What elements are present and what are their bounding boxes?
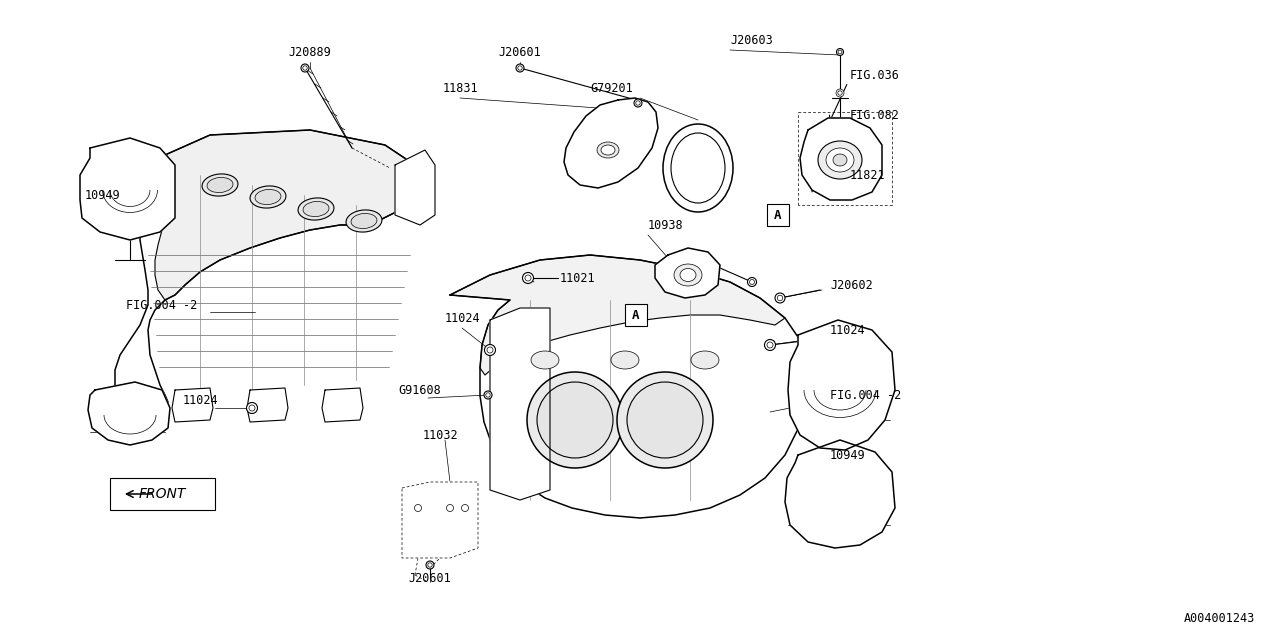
Circle shape xyxy=(250,405,255,411)
Text: FRONT: FRONT xyxy=(138,487,186,501)
Circle shape xyxy=(516,64,524,72)
Polygon shape xyxy=(451,255,785,375)
Ellipse shape xyxy=(833,154,847,166)
Polygon shape xyxy=(323,388,364,422)
Circle shape xyxy=(486,347,493,353)
Circle shape xyxy=(836,89,844,97)
Text: 11032: 11032 xyxy=(422,429,458,442)
Ellipse shape xyxy=(691,351,719,369)
Ellipse shape xyxy=(611,351,639,369)
Polygon shape xyxy=(88,382,170,445)
Circle shape xyxy=(462,504,468,511)
Circle shape xyxy=(527,372,623,468)
Text: 11831: 11831 xyxy=(442,81,477,95)
Circle shape xyxy=(838,91,842,95)
Polygon shape xyxy=(172,388,212,422)
Text: 11024: 11024 xyxy=(182,394,218,406)
Ellipse shape xyxy=(202,174,238,196)
Polygon shape xyxy=(788,320,895,450)
Ellipse shape xyxy=(303,202,329,216)
Circle shape xyxy=(837,49,844,56)
Circle shape xyxy=(767,342,773,348)
Text: J20603: J20603 xyxy=(730,33,773,47)
Circle shape xyxy=(627,382,703,458)
Polygon shape xyxy=(785,440,895,548)
Circle shape xyxy=(303,66,307,70)
Ellipse shape xyxy=(671,133,724,203)
Polygon shape xyxy=(155,130,415,300)
Circle shape xyxy=(838,50,842,54)
Circle shape xyxy=(518,66,522,70)
Circle shape xyxy=(777,295,783,301)
Polygon shape xyxy=(564,98,658,188)
Ellipse shape xyxy=(207,177,233,193)
Circle shape xyxy=(485,344,495,355)
Circle shape xyxy=(486,393,490,397)
Text: A: A xyxy=(774,209,782,221)
Circle shape xyxy=(525,275,531,281)
Ellipse shape xyxy=(531,351,559,369)
Circle shape xyxy=(748,278,756,287)
Circle shape xyxy=(415,504,421,511)
Polygon shape xyxy=(81,138,175,240)
Polygon shape xyxy=(655,248,721,298)
Text: J20889: J20889 xyxy=(288,45,332,58)
Ellipse shape xyxy=(826,148,854,172)
Text: 10938: 10938 xyxy=(648,218,684,232)
Text: FIG.004 -2: FIG.004 -2 xyxy=(829,388,901,401)
Text: G91608: G91608 xyxy=(398,383,442,397)
Circle shape xyxy=(247,403,257,413)
Text: 11024: 11024 xyxy=(829,323,865,337)
Text: 11821: 11821 xyxy=(850,168,886,182)
Text: J20602: J20602 xyxy=(829,278,873,291)
Circle shape xyxy=(636,101,640,105)
Circle shape xyxy=(301,64,308,72)
Text: FIG.004 -2: FIG.004 -2 xyxy=(125,298,197,312)
Text: 10949: 10949 xyxy=(84,189,120,202)
Ellipse shape xyxy=(680,269,696,282)
Circle shape xyxy=(764,339,776,351)
Text: A: A xyxy=(632,308,640,321)
Text: 10949: 10949 xyxy=(829,449,865,461)
Circle shape xyxy=(522,273,534,284)
Ellipse shape xyxy=(351,214,378,228)
Ellipse shape xyxy=(346,210,381,232)
Ellipse shape xyxy=(250,186,285,208)
Bar xyxy=(625,304,646,326)
Ellipse shape xyxy=(255,189,282,205)
Text: FIG.036: FIG.036 xyxy=(850,68,900,81)
Polygon shape xyxy=(115,130,415,418)
Text: 11024: 11024 xyxy=(444,312,480,324)
Polygon shape xyxy=(402,482,477,558)
Circle shape xyxy=(447,504,453,511)
Circle shape xyxy=(426,561,434,569)
Ellipse shape xyxy=(818,141,861,179)
Ellipse shape xyxy=(602,145,614,155)
Bar xyxy=(767,204,788,226)
Text: G79201: G79201 xyxy=(590,81,632,95)
Circle shape xyxy=(750,280,754,284)
Ellipse shape xyxy=(675,264,701,286)
Circle shape xyxy=(634,99,643,107)
Ellipse shape xyxy=(663,124,733,212)
Polygon shape xyxy=(490,308,550,500)
Ellipse shape xyxy=(298,198,334,220)
Text: J20601: J20601 xyxy=(499,45,541,58)
FancyBboxPatch shape xyxy=(110,478,215,510)
Polygon shape xyxy=(451,255,808,518)
Text: J20601: J20601 xyxy=(408,572,452,584)
Polygon shape xyxy=(800,118,882,200)
Circle shape xyxy=(617,372,713,468)
Circle shape xyxy=(484,391,492,399)
Text: 11021: 11021 xyxy=(561,271,595,285)
Polygon shape xyxy=(396,150,435,225)
Circle shape xyxy=(774,293,785,303)
Circle shape xyxy=(428,563,433,567)
Text: FIG.082: FIG.082 xyxy=(850,109,900,122)
Circle shape xyxy=(538,382,613,458)
Text: A004001243: A004001243 xyxy=(1184,612,1254,625)
Polygon shape xyxy=(247,388,288,422)
Ellipse shape xyxy=(596,142,620,158)
